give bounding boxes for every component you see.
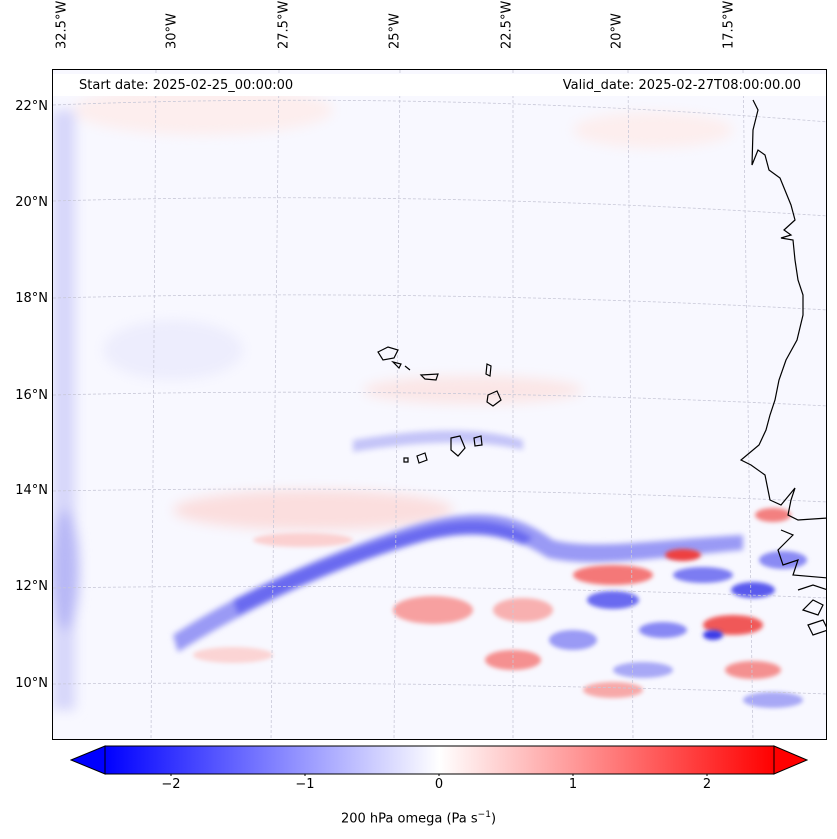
colorbar-tick-1: 1 — [568, 777, 578, 792]
colorbar-gradient — [104, 745, 775, 775]
lon-tick-30w: 30°W — [164, 13, 180, 49]
lat-tick-18n: 18°N — [15, 291, 48, 306]
lon-tick-25w: 25°W — [387, 13, 403, 49]
lat-tick-22n: 22°N — [15, 99, 48, 114]
start-date-label: Start date: 2025-02-25_00:00:00 — [79, 78, 294, 93]
lat-tick-14n: 14°N — [15, 483, 48, 498]
lon-tick-32-5w: 32.5°W — [54, 0, 70, 49]
colorbar-tick-neg2: −2 — [161, 777, 181, 792]
colorbar-tick-marks — [170, 774, 708, 776]
lat-tick-12n: 12°N — [15, 579, 48, 594]
ascent-patches — [549, 551, 807, 708]
lat-tick-10n: 10°N — [15, 676, 48, 691]
graticule — [53, 70, 826, 739]
lon-tick-27-5w: 27.5°W — [276, 0, 292, 49]
valid-date-label: Valid_date: 2025-02-27T08:00:00.00 — [562, 78, 801, 93]
map-panel — [52, 69, 827, 740]
lon-tick-17-5w: 17.5°W — [721, 0, 737, 49]
lon-tick-20w: 20°W — [609, 13, 625, 49]
colorbar-extend-max — [773, 745, 808, 775]
ocean-background — [53, 70, 826, 739]
colorbar — [70, 745, 808, 776]
descent-patches — [193, 508, 791, 698]
lon-tick-22-5w: 22.5°W — [499, 0, 515, 49]
lat-tick-20n: 20°N — [15, 195, 48, 210]
coastline — [739, 99, 826, 636]
colorbar-extend-min — [70, 745, 106, 775]
cape-verde-islands — [377, 346, 502, 464]
lat-tick-16n: 16°N — [15, 388, 48, 403]
date-annotation-background — [53, 74, 826, 96]
colorbar-label: 200 hPa omega (Pa s−1) — [340, 810, 497, 827]
colorbar-tick-2: 2 — [702, 777, 712, 792]
colorbar-tick-0: 0 — [434, 777, 444, 792]
faint-field-features — [53, 85, 733, 710]
colorbar-tick-neg1: −1 — [295, 777, 315, 792]
omega-field-map — [53, 70, 826, 739]
